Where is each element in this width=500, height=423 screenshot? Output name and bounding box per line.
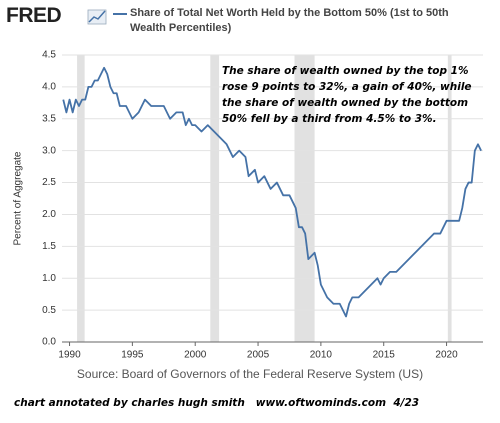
annotation: The share of wealth owned by the top 1% r…	[222, 63, 482, 127]
recession-shade	[210, 55, 220, 342]
y-tick-label: 3.5	[42, 113, 56, 124]
y-axis-label: Percent of Aggregate	[13, 151, 24, 245]
recession-shade	[77, 55, 85, 342]
x-tick-label: 2015	[373, 350, 396, 361]
y-tick-label: 3.0	[42, 145, 56, 156]
y-tick-label: 4.0	[42, 82, 56, 93]
annotation-line: 50% fell by a third from 4.5% to 3%.	[222, 113, 437, 125]
x-tick-label: 1995	[121, 350, 144, 361]
source: Source: Board of Governors of the Federa…	[76, 367, 424, 381]
x-tick-label: 2010	[310, 350, 333, 361]
x-tick-label: 1990	[58, 350, 81, 361]
x-tick-label: 2005	[247, 350, 270, 361]
annotation-line: the share of wealth owned by the bottom	[222, 97, 469, 109]
y-tick-label: 4.5	[42, 50, 56, 61]
logo-icon	[87, 9, 107, 25]
y-tick-label: 2.5	[42, 177, 56, 188]
recession-shade	[294, 55, 315, 342]
y-tick-label: 2.0	[42, 209, 56, 220]
recession-shade	[447, 55, 452, 342]
data-line	[62, 66, 482, 318]
y-tick-label: 0.0	[42, 337, 56, 348]
x-tick-label: 2020	[435, 350, 458, 361]
legend-entry: Share of Total Net Worth Held by the Bot…	[130, 7, 449, 34]
y-tick-label: 0.5	[42, 305, 56, 316]
x-tick-label: 2000	[184, 350, 207, 361]
y-tick-label: 1.0	[42, 273, 56, 284]
y-tick-label: 1.5	[42, 241, 56, 252]
footer: chart annotated by charles hugh smith ww…	[14, 397, 420, 409]
annotation-line: The share of wealth owned by the top 1%	[222, 65, 469, 77]
logo: FRED	[6, 4, 62, 27]
annotation-line: rose 9 points to 32%, a gain of 40%, whi…	[222, 81, 472, 93]
